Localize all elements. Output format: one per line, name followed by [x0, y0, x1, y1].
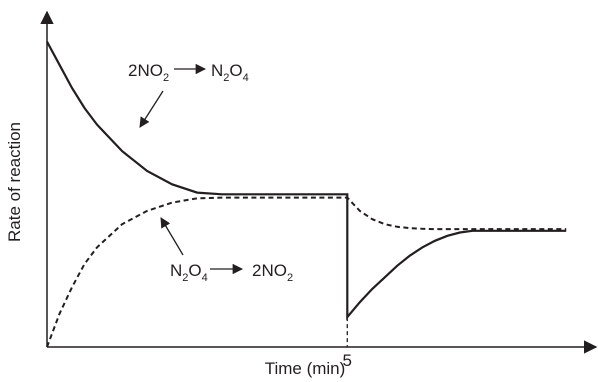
svg-text:2NO2: 2NO2 [128, 61, 169, 84]
y-axis-label: Rate of reaction [5, 122, 24, 242]
forward-label-reactant: 2NO [128, 61, 163, 80]
series-forward-line [46, 41, 567, 321]
reverse-pointer-arrow [160, 217, 184, 256]
reverse-reaction-label: N2O4 2NO2 [170, 261, 293, 284]
series-reverse-line [46, 196, 567, 348]
x-axis-label: Time (min) [265, 359, 346, 378]
x-tick-label-5: 5 [343, 351, 352, 370]
svg-text:N2O4: N2O4 [170, 261, 208, 284]
svg-text:N2O4: N2O4 [211, 61, 249, 84]
forward-reaction-label: 2NO2 N2O4 [128, 61, 249, 84]
svg-text:2NO2: 2NO2 [252, 261, 293, 284]
forward-pointer-arrow [139, 90, 164, 128]
